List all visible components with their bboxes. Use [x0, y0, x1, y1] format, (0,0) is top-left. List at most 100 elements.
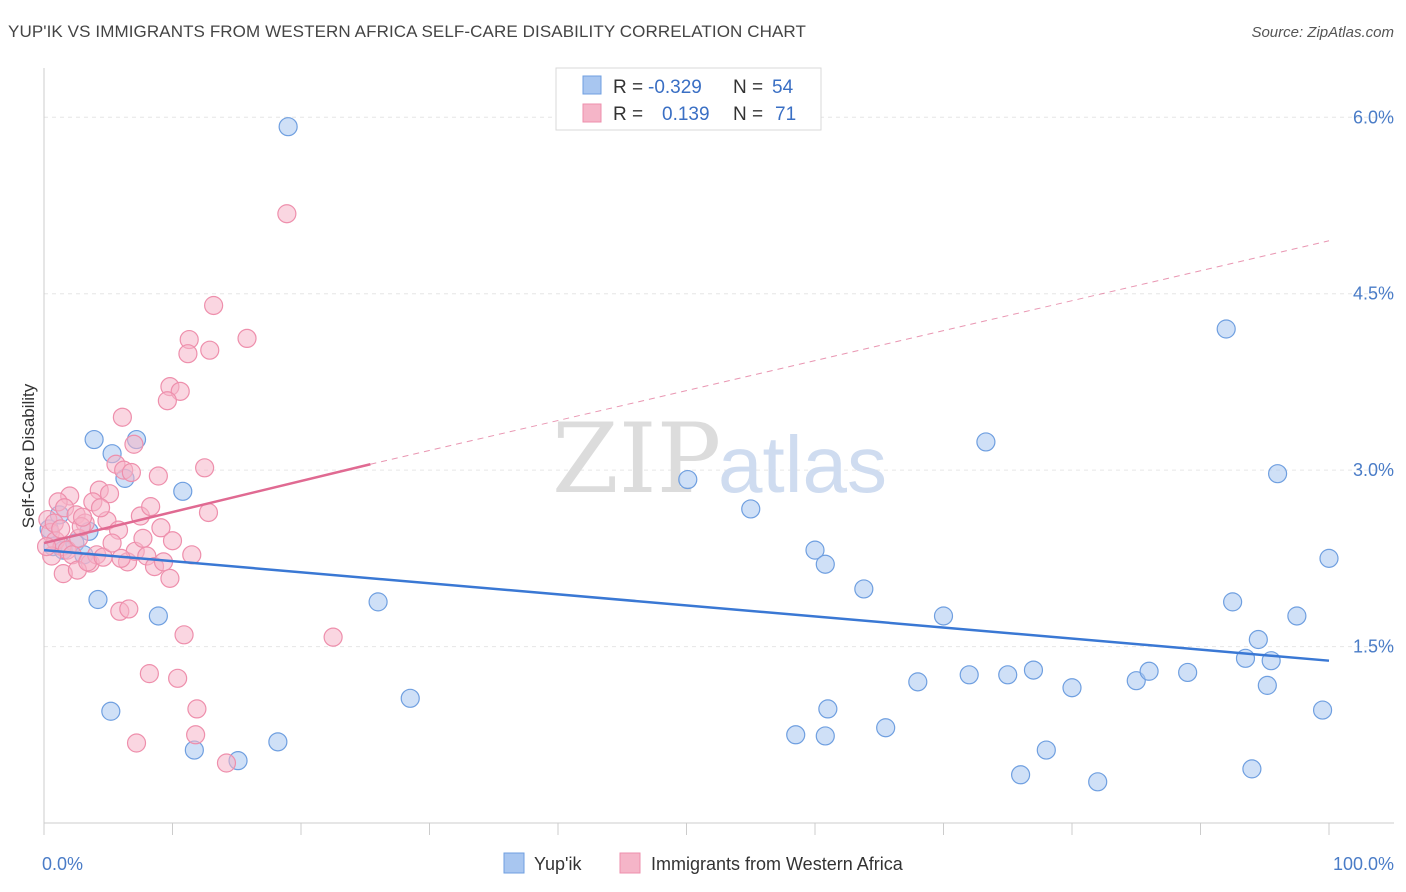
point-series0-13	[88, 589, 108, 610]
point-series0-52	[876, 718, 896, 738]
y-tick-label-3: 6.0%	[1353, 107, 1394, 127]
stats-legend-r-value-yupik: -0.329	[648, 77, 702, 98]
point-series0-38	[1178, 662, 1198, 683]
legend-label-wafrica: Immigrants from Western Africa	[651, 854, 904, 874]
point-series1-2	[237, 328, 257, 349]
point-series0-19	[368, 592, 388, 612]
point-series0-44	[1267, 464, 1288, 484]
point-series0-21	[678, 469, 698, 490]
y-axis-title: Self-Care Disability	[19, 383, 38, 528]
point-series0-29	[976, 432, 996, 452]
trend-lines	[43, 240, 1330, 662]
point-series0-36	[1126, 671, 1146, 691]
point-series1-54	[323, 627, 343, 647]
point-series0-25	[854, 579, 874, 599]
point-series1-15	[148, 466, 168, 486]
stats-legend-swatch-yupik	[582, 75, 602, 95]
x-tick-label-1: 100.0%	[1333, 854, 1394, 874]
point-series1-58	[186, 725, 206, 745]
point-series1-7	[170, 381, 190, 401]
point-series1-69	[72, 507, 93, 527]
point-series1-4	[200, 340, 220, 360]
series-legend: Yup'ik Immigrants from Western Africa	[503, 852, 904, 874]
point-series1-47	[162, 531, 183, 551]
point-series0-47	[1319, 548, 1339, 568]
legend-swatch-wafrica	[619, 852, 641, 874]
point-series0-35	[1010, 765, 1031, 785]
x-axis-ticks	[43, 823, 1330, 835]
point-series0-23	[805, 540, 825, 560]
point-series1-45	[160, 568, 180, 588]
point-series1-14	[121, 462, 141, 483]
x-axis-tick-labels: 0.0% 100.0%	[42, 854, 1394, 874]
point-series1-27	[141, 497, 161, 517]
point-series0-32	[1062, 678, 1082, 698]
stats-legend-n-label-wafrica: N =	[733, 104, 763, 125]
trend-line-series0	[43, 548, 1330, 662]
stats-legend-r-value-wafrica: 0.139	[662, 104, 710, 125]
stats-legend-n-value-wafrica: 71	[775, 104, 796, 125]
point-series0-14	[148, 606, 168, 626]
point-series0-45	[1287, 606, 1307, 626]
trend-line-series1	[43, 463, 371, 545]
point-series1-29	[198, 502, 219, 523]
point-series0-40	[1223, 592, 1243, 612]
point-series1-60	[216, 753, 237, 773]
legend-swatch-yupik	[503, 852, 525, 874]
point-series0-26	[933, 606, 954, 626]
point-series0-0	[278, 117, 298, 137]
point-series0-27	[908, 672, 928, 692]
data-points	[36, 117, 1339, 792]
point-series0-31	[1023, 660, 1044, 680]
point-series0-28	[959, 665, 979, 685]
point-series1-59	[126, 733, 147, 753]
watermark-atlas: atlas	[718, 420, 887, 509]
point-series1-63	[51, 519, 71, 539]
point-series0-33	[1036, 740, 1056, 760]
point-series1-9	[112, 407, 132, 427]
point-series1-70	[90, 498, 111, 518]
point-series1-56	[168, 668, 188, 688]
point-series0-24	[815, 554, 835, 574]
point-series0-50	[786, 725, 806, 745]
point-series0-18	[268, 732, 288, 752]
x-tick-label-0: 0.0%	[42, 854, 83, 874]
y-tick-label-1: 3.0%	[1353, 460, 1394, 480]
point-series1-1	[204, 295, 224, 316]
point-series0-49	[815, 726, 835, 746]
y-tick-label-0: 1.5%	[1353, 637, 1394, 657]
point-series1-53	[174, 625, 194, 645]
point-series1-17	[99, 484, 120, 504]
point-series0-43	[1257, 675, 1277, 695]
stats-legend-r-label-wafrica: R =	[613, 104, 643, 125]
point-series1-55	[139, 664, 159, 684]
point-series1-11	[195, 458, 215, 478]
point-series0-37	[1139, 661, 1159, 681]
legend-label-yupik: Yup'ik	[534, 854, 582, 874]
point-series1-68	[133, 528, 153, 548]
point-series1-8	[157, 391, 177, 411]
point-series0-22	[741, 499, 761, 519]
stats-legend-n-label-yupik: N =	[733, 77, 763, 98]
y-tick-label-2: 4.5%	[1353, 284, 1394, 304]
point-series1-28	[151, 518, 171, 538]
point-series0-39	[1216, 319, 1236, 339]
y-axis-tick-labels: 1.5% 3.0% 4.5% 6.0%	[1353, 107, 1394, 656]
point-series1-5	[178, 344, 198, 364]
point-series1-57	[187, 699, 207, 719]
point-series0-12	[173, 481, 193, 501]
axes	[43, 68, 1394, 824]
point-series0-20	[400, 688, 420, 708]
point-series1-0	[277, 204, 297, 224]
watermark-zip: ZIP	[552, 403, 721, 515]
watermark: ZIP atlas	[552, 403, 887, 515]
source-credit: Source: ZipAtlas.com	[1251, 24, 1394, 41]
point-series0-51	[818, 699, 838, 719]
chart-title: YUP'IK VS IMMIGRANTS FROM WESTERN AFRICA…	[8, 22, 806, 41]
point-series0-42	[1248, 629, 1268, 650]
point-series1-52	[119, 599, 139, 619]
point-series1-66	[102, 533, 122, 553]
point-series1-10	[124, 434, 144, 454]
stats-legend: R = -0.329 N = 54 R = 0.139 N = 71	[555, 67, 822, 131]
